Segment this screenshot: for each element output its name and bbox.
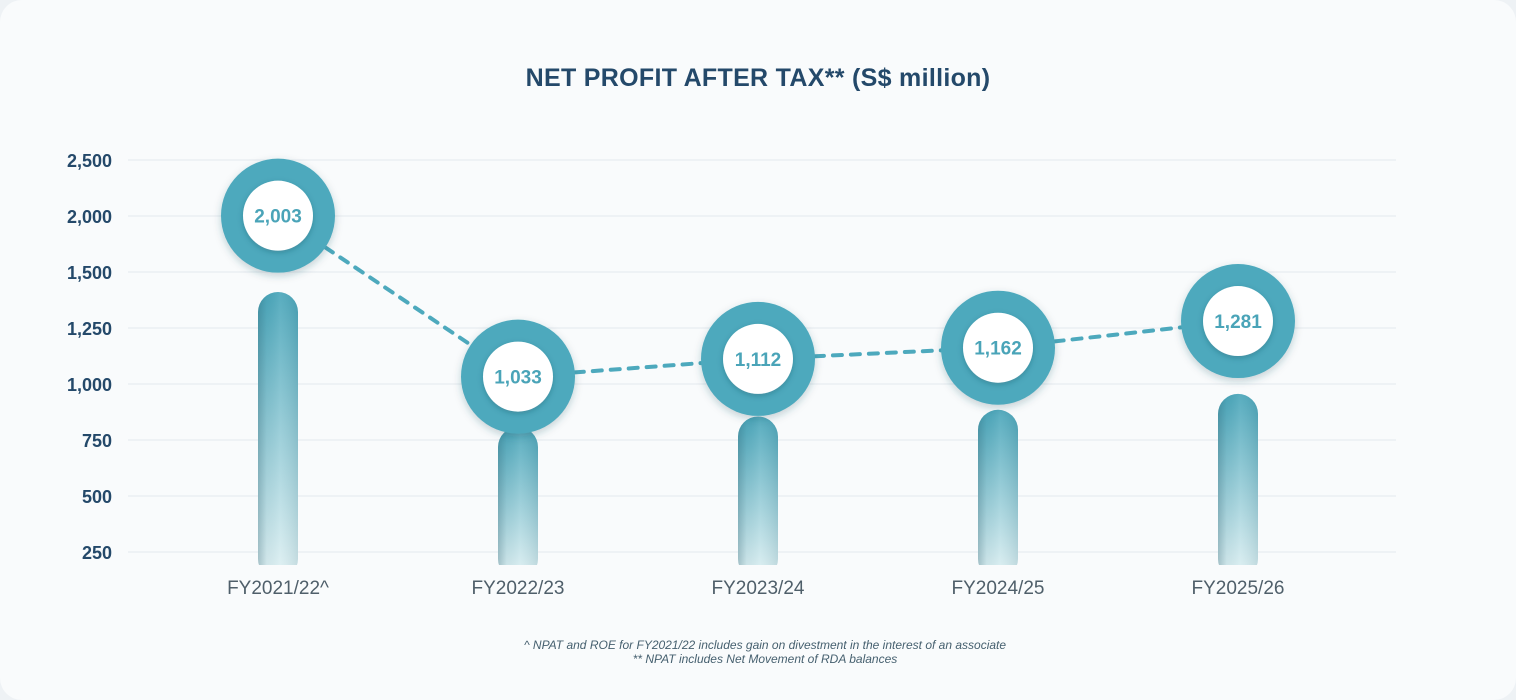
value-ring: 1,162 <box>941 290 1055 405</box>
bar <box>498 427 538 579</box>
data-label: 1,162 <box>974 339 1022 360</box>
value-ring: 1,033 <box>461 319 575 434</box>
bar <box>978 409 1018 579</box>
data-label: 1,112 <box>735 350 782 371</box>
line-segment <box>812 348 944 359</box>
x-tick-label: FY2023/24 <box>712 578 805 599</box>
bar <box>258 292 298 579</box>
y-tick-label: 1,000 <box>67 375 112 395</box>
x-tick-label: FY2022/23 <box>472 578 565 599</box>
dashed-trend-line <box>323 245 1184 375</box>
data-label: 1,281 <box>1214 312 1262 333</box>
line-segment <box>1052 325 1184 344</box>
ring-layer: 2,003 1,033 1,112 1,162 1,281 <box>221 158 1295 434</box>
y-tick-label: 250 <box>82 543 112 563</box>
chart-title: NET PROFIT AFTER TAX** (S$ million) <box>525 64 991 92</box>
y-tick-label: 1,500 <box>67 263 112 283</box>
y-tick-label: 1,250 <box>67 319 112 339</box>
footnotes: ^ NPAT and ROE for FY2021/22 includes ga… <box>0 638 1516 666</box>
line-segment <box>323 245 473 347</box>
y-tick-label: 750 <box>82 431 112 451</box>
bar <box>738 416 778 579</box>
x-tick-label: FY2025/26 <box>1192 578 1285 599</box>
bar <box>1218 393 1258 579</box>
data-label: 2,003 <box>254 207 302 228</box>
data-label: 1,033 <box>494 368 542 389</box>
footnote-1: ^ NPAT and ROE for FY2021/22 includes ga… <box>523 638 1007 652</box>
value-ring: 1,112 <box>701 301 815 416</box>
bar-layer <box>0 292 1516 595</box>
x-axis: FY2021/22^ FY2022/23 FY2023/24 FY2024/25 FY2… <box>227 578 1284 599</box>
x-tick-label: FY2024/25 <box>952 578 1045 599</box>
y-tick-label: 2,000 <box>67 207 112 227</box>
value-ring: 2,003 <box>221 158 335 273</box>
value-ring: 1,281 <box>1181 264 1295 379</box>
x-tick-label: FY2021/22^ <box>227 578 329 599</box>
y-tick-label: 500 <box>82 487 112 507</box>
footnote-2: ** NPAT includes Net Movement of RDA bal… <box>632 652 898 666</box>
y-tick-label: 2,500 <box>67 151 112 171</box>
line-segment <box>572 361 704 375</box>
y-axis: 250 500 750 1,000 1,250 1,500 2,000 2,500 <box>67 151 112 563</box>
